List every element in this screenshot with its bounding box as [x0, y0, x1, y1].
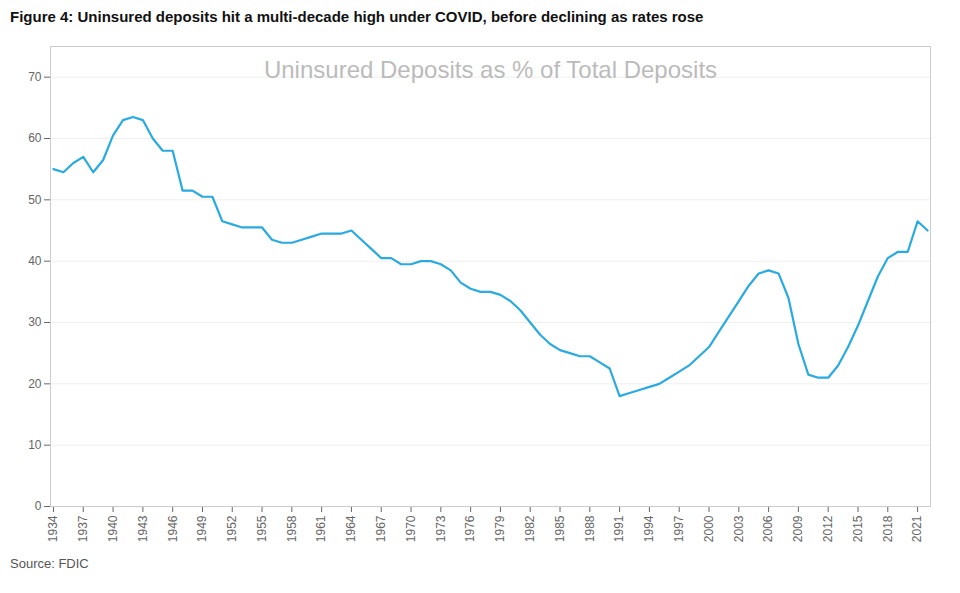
svg-text:1976: 1976	[463, 515, 477, 542]
svg-text:20: 20	[28, 377, 42, 391]
svg-text:1940: 1940	[106, 515, 120, 542]
svg-text:1970: 1970	[404, 515, 418, 542]
svg-text:1934: 1934	[46, 515, 60, 542]
svg-text:70: 70	[28, 70, 42, 84]
svg-text:1949: 1949	[195, 515, 209, 542]
html-text:Source: FDIC: Source: FDIC	[10, 556, 89, 571]
svg-text:0: 0	[35, 499, 42, 513]
html-text:Figure 4: Uninsured deposits h: Figure 4: Uninsured deposits hit a multi…	[10, 8, 704, 25]
svg-text:60: 60	[28, 131, 42, 145]
svg-text:1937: 1937	[76, 515, 90, 542]
svg-text:1946: 1946	[166, 515, 180, 542]
svg-text:1988: 1988	[583, 515, 597, 542]
svg-text:1994: 1994	[642, 515, 656, 542]
svg-text:10: 10	[28, 438, 42, 452]
svg-text:1967: 1967	[374, 515, 388, 542]
svg-text:2000: 2000	[702, 515, 716, 542]
svg-text:2006: 2006	[761, 515, 775, 542]
svg-text:40: 40	[28, 254, 42, 268]
svg-text:1982: 1982	[523, 515, 537, 542]
svg-text:1952: 1952	[225, 515, 239, 542]
svg-text:1979: 1979	[493, 515, 507, 542]
svg-text:1958: 1958	[285, 515, 299, 542]
svg-text:Uninsured Deposits as % of Tot: Uninsured Deposits as % of Total Deposit…	[264, 56, 717, 83]
svg-text:2021: 2021	[910, 515, 924, 542]
svg-text:50: 50	[28, 193, 42, 207]
svg-text:1997: 1997	[672, 515, 686, 542]
svg-text:2009: 2009	[791, 515, 805, 542]
svg-text:2012: 2012	[821, 515, 835, 542]
svg-text:1985: 1985	[553, 515, 567, 542]
svg-text:1961: 1961	[314, 515, 328, 542]
svg-text:1964: 1964	[344, 515, 358, 542]
svg-text:2003: 2003	[732, 515, 746, 542]
svg-text:1955: 1955	[255, 515, 269, 542]
svg-text:1973: 1973	[434, 515, 448, 542]
svg-text:2015: 2015	[851, 515, 865, 542]
svg-text:1943: 1943	[136, 515, 150, 542]
svg-text:30: 30	[28, 315, 42, 329]
svg-text:2018: 2018	[881, 515, 895, 542]
svg-text:1991: 1991	[612, 515, 626, 542]
